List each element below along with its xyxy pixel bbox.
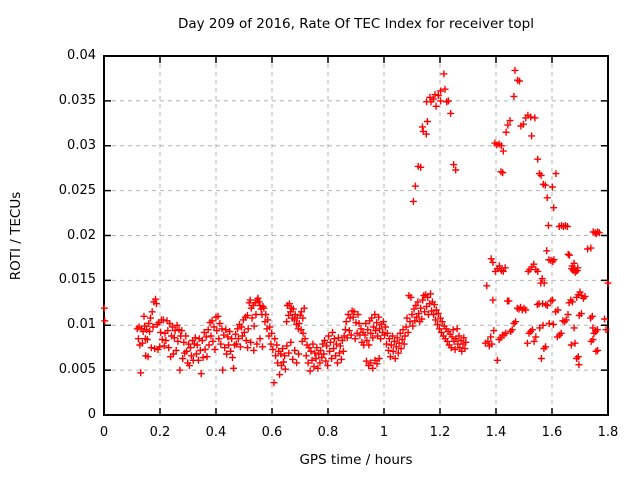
- y-tick-label: 0.025: [58, 182, 96, 198]
- x-tick-label: 1.6: [541, 425, 563, 440]
- y-tick-label: 0.035: [58, 92, 96, 108]
- x-tick-label: 1.4: [485, 425, 507, 440]
- x-tick-label: 1.8: [597, 425, 619, 440]
- y-tick-label: 0.04: [67, 48, 96, 63]
- x-tick-label: 1.2: [429, 425, 451, 440]
- plot-area: [100, 55, 612, 416]
- data-points: [100, 66, 612, 387]
- plot-border: [103, 55, 609, 416]
- y-tick-label: 0: [87, 407, 96, 422]
- y-tick-label: 0.03: [67, 137, 96, 153]
- y-tick-label: 0.005: [58, 362, 96, 378]
- x-tick-label: 0.8: [317, 425, 339, 440]
- x-axis-label: GPS time / hours: [299, 452, 413, 468]
- y-tick-label: 0.015: [58, 272, 96, 288]
- chart-title: Day 209 of 2016, Rate Of TEC Index for r…: [177, 16, 535, 32]
- x-tick-label: 0.2: [149, 425, 171, 440]
- x-tick-label: 0.6: [261, 425, 283, 440]
- y-tick-label: 0.01: [67, 317, 96, 333]
- x-tick-label: 0: [99, 425, 109, 440]
- grid-lines: [104, 56, 608, 415]
- x-tick-label: 1: [379, 425, 389, 440]
- y-tick-label: 0.02: [67, 227, 96, 243]
- x-tick-label: 0.4: [205, 425, 227, 440]
